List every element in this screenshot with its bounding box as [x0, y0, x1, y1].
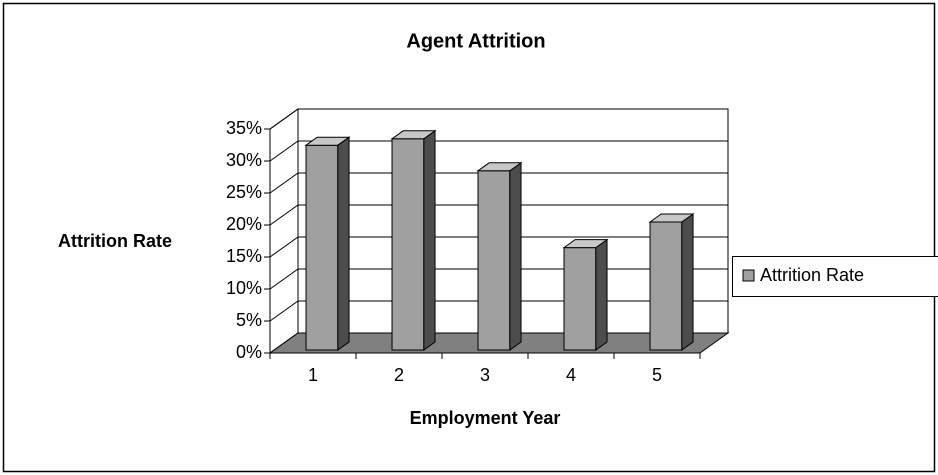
- bar-side: [595, 238, 608, 351]
- y-tick-label: 5%: [236, 310, 262, 330]
- bar-side: [423, 129, 436, 351]
- bar-top: [648, 213, 695, 223]
- legend-label: Attrition Rate: [760, 265, 864, 285]
- chart-title: Agent Attrition: [406, 30, 545, 52]
- side-wall: [269, 108, 299, 354]
- bar-front: [305, 144, 339, 351]
- y-tick-label: 35%: [226, 118, 262, 138]
- x-tick-label: 3: [480, 365, 490, 385]
- grid-line: [269, 140, 728, 162]
- bar-top: [304, 136, 351, 146]
- bar: [648, 213, 695, 351]
- x-tick-label: 1: [308, 365, 318, 385]
- grid-line: [269, 204, 728, 226]
- bar-side: [337, 136, 350, 351]
- y-tick-label: 15%: [226, 246, 262, 266]
- x-tick-label: 5: [652, 365, 662, 385]
- y-tick-label: 0%: [236, 342, 262, 362]
- y-tick-label: 20%: [226, 214, 262, 234]
- grid-line: [269, 108, 728, 130]
- bar-top: [476, 162, 523, 172]
- bar: [390, 129, 437, 351]
- y-axis-title: Attrition Rate: [58, 231, 172, 251]
- bar-front: [649, 221, 683, 351]
- bar: [476, 161, 523, 351]
- x-tick-label: 4: [566, 365, 576, 385]
- bar: [304, 136, 351, 351]
- bar-side: [509, 161, 522, 351]
- bar-top: [562, 239, 609, 249]
- bar-front: [391, 138, 425, 351]
- y-tick-label: 25%: [226, 182, 262, 202]
- legend-box: [732, 256, 938, 297]
- bar: [562, 238, 609, 351]
- grid-line: [269, 236, 728, 258]
- bar-front: [563, 247, 597, 351]
- bar-top: [390, 130, 437, 140]
- bar-front: [477, 170, 511, 351]
- y-tick-label: 30%: [226, 150, 262, 170]
- x-tick-label: 2: [394, 365, 404, 385]
- y-tick-label: 10%: [226, 278, 262, 298]
- x-axis-title: Employment Year: [410, 408, 561, 428]
- legend-swatch: [742, 269, 755, 282]
- grid-line: [269, 172, 728, 194]
- bar-side: [681, 213, 694, 351]
